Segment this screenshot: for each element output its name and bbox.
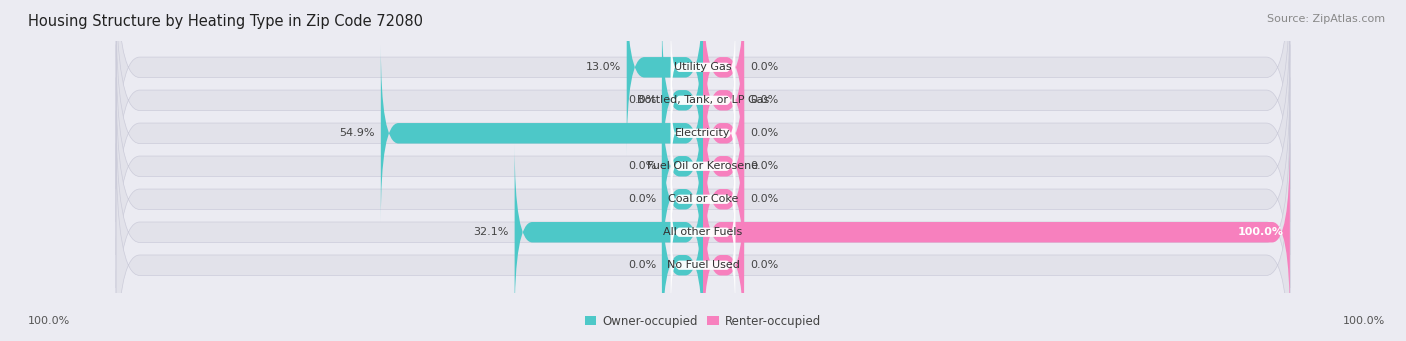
Text: 0.0%: 0.0%: [628, 95, 657, 105]
FancyBboxPatch shape: [703, 110, 744, 288]
Text: 100.0%: 100.0%: [1343, 315, 1385, 326]
FancyBboxPatch shape: [671, 121, 735, 211]
FancyBboxPatch shape: [117, 144, 1289, 341]
Text: No Fuel Used: No Fuel Used: [666, 260, 740, 270]
FancyBboxPatch shape: [662, 110, 703, 288]
Text: Coal or Coke: Coal or Coke: [668, 194, 738, 204]
Text: 0.0%: 0.0%: [749, 128, 778, 138]
FancyBboxPatch shape: [703, 0, 744, 156]
Text: Utility Gas: Utility Gas: [675, 62, 731, 72]
FancyBboxPatch shape: [703, 77, 744, 255]
FancyBboxPatch shape: [671, 154, 735, 244]
Text: 100.0%: 100.0%: [1239, 227, 1284, 237]
FancyBboxPatch shape: [117, 110, 1289, 341]
FancyBboxPatch shape: [671, 187, 735, 277]
FancyBboxPatch shape: [703, 177, 744, 341]
Text: 0.0%: 0.0%: [628, 161, 657, 171]
Text: All other Fuels: All other Fuels: [664, 227, 742, 237]
Text: 32.1%: 32.1%: [474, 227, 509, 237]
FancyBboxPatch shape: [703, 144, 1289, 321]
FancyBboxPatch shape: [662, 177, 703, 341]
Text: 0.0%: 0.0%: [749, 260, 778, 270]
FancyBboxPatch shape: [671, 23, 735, 112]
FancyBboxPatch shape: [671, 220, 735, 310]
Legend: Owner-occupied, Renter-occupied: Owner-occupied, Renter-occupied: [579, 310, 827, 333]
Text: 0.0%: 0.0%: [628, 260, 657, 270]
FancyBboxPatch shape: [703, 12, 744, 189]
Text: 0.0%: 0.0%: [749, 95, 778, 105]
FancyBboxPatch shape: [671, 56, 735, 145]
FancyBboxPatch shape: [381, 45, 703, 222]
Text: 0.0%: 0.0%: [749, 194, 778, 204]
Text: Source: ZipAtlas.com: Source: ZipAtlas.com: [1267, 14, 1385, 24]
Text: 13.0%: 13.0%: [585, 62, 621, 72]
FancyBboxPatch shape: [117, 45, 1289, 288]
FancyBboxPatch shape: [515, 144, 703, 321]
Text: Fuel Oil or Kerosene: Fuel Oil or Kerosene: [647, 161, 759, 171]
FancyBboxPatch shape: [117, 77, 1289, 321]
Text: Electricity: Electricity: [675, 128, 731, 138]
FancyBboxPatch shape: [662, 77, 703, 255]
Text: 54.9%: 54.9%: [339, 128, 375, 138]
Text: Housing Structure by Heating Type in Zip Code 72080: Housing Structure by Heating Type in Zip…: [28, 14, 423, 29]
Text: 0.0%: 0.0%: [628, 194, 657, 204]
Text: 0.0%: 0.0%: [749, 161, 778, 171]
Text: 100.0%: 100.0%: [28, 315, 70, 326]
FancyBboxPatch shape: [117, 0, 1289, 222]
FancyBboxPatch shape: [117, 12, 1289, 255]
FancyBboxPatch shape: [703, 45, 744, 222]
FancyBboxPatch shape: [662, 12, 703, 189]
Text: 0.0%: 0.0%: [749, 62, 778, 72]
FancyBboxPatch shape: [627, 0, 703, 156]
Text: Bottled, Tank, or LP Gas: Bottled, Tank, or LP Gas: [637, 95, 769, 105]
FancyBboxPatch shape: [117, 0, 1289, 189]
FancyBboxPatch shape: [671, 88, 735, 178]
